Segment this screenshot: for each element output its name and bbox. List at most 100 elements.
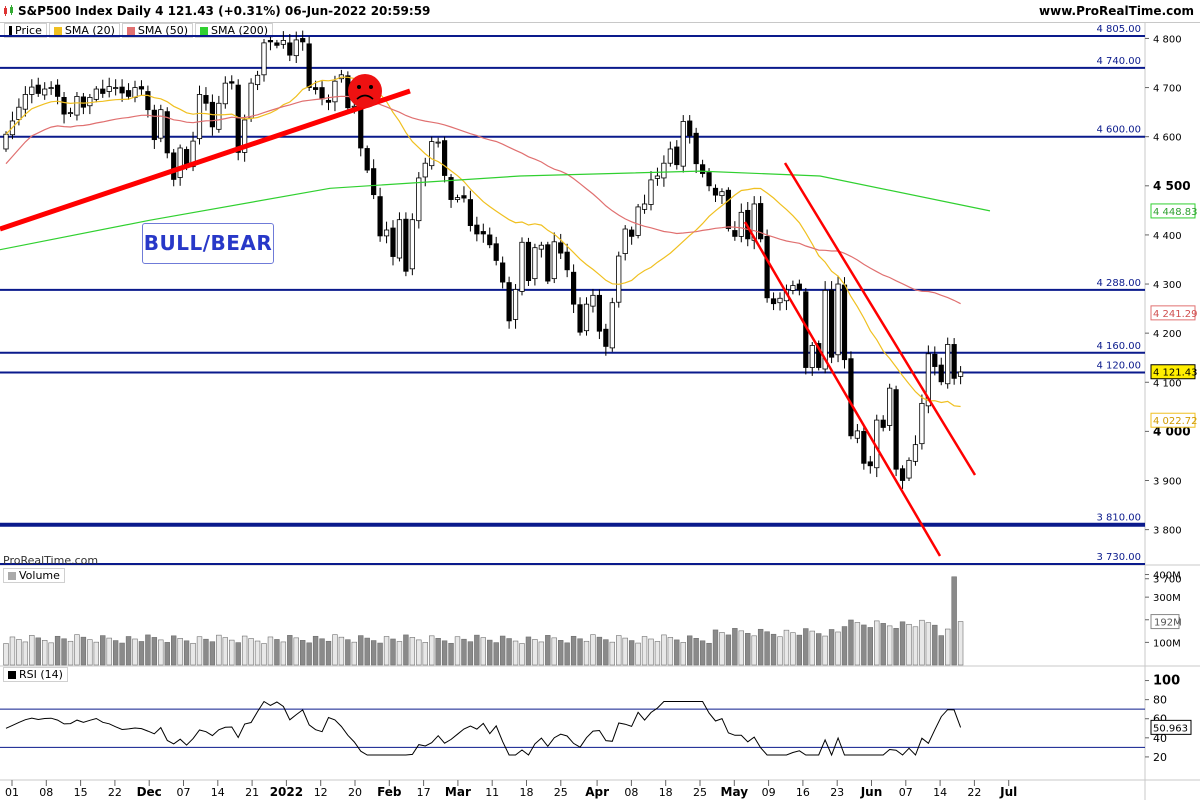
volume-bar bbox=[370, 640, 377, 666]
candle-body bbox=[680, 121, 686, 167]
volume-bar bbox=[545, 635, 551, 666]
volume-bar bbox=[919, 619, 925, 666]
volume-bar bbox=[190, 642, 196, 666]
x-tick-label: Jun bbox=[860, 785, 883, 799]
level-label: 4 600.00 bbox=[1096, 125, 1141, 136]
volume-tick-label: 100M bbox=[1153, 638, 1181, 649]
legend-sma20-label: SMA (20) bbox=[64, 24, 115, 37]
volume-bar bbox=[532, 639, 538, 666]
volume-bar bbox=[203, 638, 209, 666]
candle-body bbox=[164, 111, 170, 154]
volume-bar bbox=[751, 635, 757, 666]
volume-bar bbox=[248, 638, 254, 666]
volume-bar bbox=[338, 636, 345, 666]
volume-bar bbox=[725, 634, 732, 666]
volume-bar bbox=[119, 642, 125, 666]
candle-body bbox=[325, 99, 332, 103]
legend-sma20[interactable]: SMA (20) bbox=[48, 23, 120, 38]
volume-tick-label: 300M bbox=[1153, 593, 1181, 604]
volume-bar bbox=[241, 635, 248, 666]
volume-bar bbox=[171, 635, 177, 666]
candle-body bbox=[854, 430, 861, 439]
legend-price[interactable]: Price bbox=[4, 23, 47, 38]
candle-body bbox=[254, 74, 261, 86]
candle-body bbox=[880, 419, 886, 428]
candle-body bbox=[841, 284, 848, 361]
y-tick-label: 4 800 bbox=[1153, 34, 1182, 45]
volume-bar bbox=[9, 636, 16, 666]
candles bbox=[3, 30, 964, 489]
candle-body bbox=[512, 289, 519, 320]
x-tick-label: 14 bbox=[211, 786, 225, 799]
candle-body bbox=[590, 294, 596, 307]
volume-bar bbox=[364, 637, 370, 666]
volume-last-text: 192M bbox=[1154, 618, 1182, 629]
candle-body bbox=[809, 345, 815, 368]
volume-bar bbox=[377, 642, 383, 666]
volume-bar bbox=[312, 635, 319, 666]
candle-body bbox=[429, 141, 435, 167]
candle-body bbox=[280, 40, 286, 45]
volume-bar bbox=[229, 639, 235, 666]
rsi-label-text: RSI (14) bbox=[19, 668, 63, 681]
volume-bar bbox=[461, 638, 467, 666]
volume-bar bbox=[428, 635, 435, 666]
volume-bar bbox=[61, 638, 67, 666]
candle-body bbox=[319, 87, 325, 100]
candle-body bbox=[551, 241, 557, 280]
candle-body bbox=[641, 203, 648, 210]
volume-bar bbox=[3, 643, 9, 666]
legend-sma200[interactable]: SMA (200) bbox=[195, 23, 274, 38]
candle-body bbox=[93, 88, 99, 100]
site-url[interactable]: www.ProRealTime.com bbox=[1039, 4, 1194, 18]
volume-bar bbox=[29, 635, 35, 666]
volume-panel-label: Volume bbox=[3, 568, 65, 583]
volume-bar bbox=[648, 638, 654, 666]
candle-body bbox=[822, 290, 828, 370]
volume-bar bbox=[712, 629, 719, 666]
x-tick-label: Mar bbox=[445, 785, 471, 799]
volume-bar bbox=[719, 632, 725, 666]
candle-body bbox=[661, 162, 667, 179]
sma200-line bbox=[0, 170, 991, 251]
candle-body bbox=[306, 43, 312, 88]
candle-body bbox=[848, 358, 854, 437]
candle-body bbox=[113, 87, 119, 89]
x-tick-label: 07 bbox=[899, 786, 913, 799]
candle-body bbox=[461, 195, 467, 199]
volume-bar bbox=[551, 637, 557, 666]
sma200-price-tag bbox=[1150, 203, 1196, 219]
candle-body bbox=[596, 294, 603, 332]
volume-bar bbox=[867, 627, 874, 666]
candle-body bbox=[416, 177, 422, 222]
title-bar: S&P500 Index Daily 4 121.43 (+0.31%) 06-… bbox=[0, 0, 1200, 23]
volume-bar bbox=[590, 634, 596, 666]
candle-body bbox=[287, 42, 293, 56]
candle-body bbox=[242, 119, 248, 153]
candle-body bbox=[648, 179, 654, 205]
sma20-price-tag-text: 4 022.72 bbox=[1153, 416, 1198, 427]
volume-bar bbox=[54, 635, 61, 666]
volume-bar bbox=[906, 623, 912, 666]
volume-bar bbox=[93, 641, 100, 666]
y-tick-label: 3 900 bbox=[1153, 477, 1182, 488]
level-label: 4 160.00 bbox=[1096, 341, 1141, 352]
candle-body bbox=[603, 328, 609, 347]
level-label: 3 730.00 bbox=[1096, 552, 1141, 563]
volume-bar bbox=[100, 635, 106, 666]
candle-body bbox=[564, 251, 570, 271]
price-legend: Price SMA (20) SMA (50) SMA (200) bbox=[4, 23, 274, 38]
legend-sma50[interactable]: SMA (50) bbox=[121, 23, 193, 38]
volume-bar bbox=[770, 633, 777, 666]
volume-bar bbox=[396, 641, 403, 666]
candle-body bbox=[758, 203, 764, 240]
candle-body bbox=[816, 343, 822, 368]
volume-bar bbox=[596, 636, 603, 666]
volume-bar bbox=[22, 641, 29, 666]
candle-body bbox=[616, 255, 622, 303]
rsi-tick-label: 80 bbox=[1153, 694, 1167, 707]
candle-body bbox=[622, 228, 628, 254]
volume-bar bbox=[706, 642, 712, 666]
